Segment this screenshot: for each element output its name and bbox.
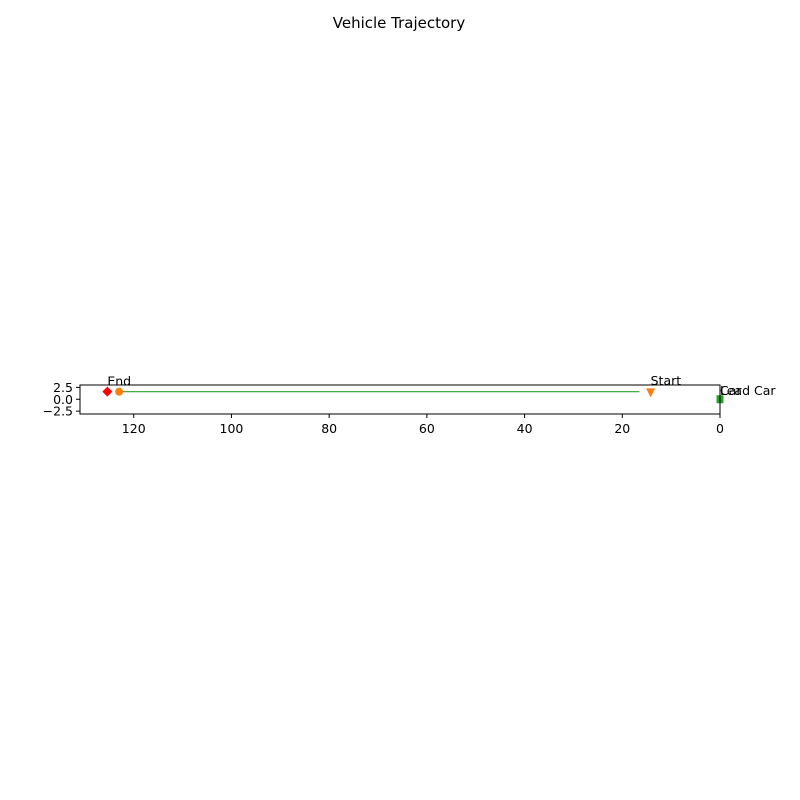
end-marker (102, 386, 113, 397)
end-marker (115, 387, 124, 396)
y-tick-label: 2.5 (53, 380, 73, 395)
annotation-end: End (107, 373, 131, 388)
plot-area: 120 100 80 60 40 20 0 2.50.0−2.5 End Start Lead Ca… (43, 373, 777, 436)
x-tick-label: 20 (614, 421, 630, 436)
x-tick-label: 40 (517, 421, 533, 436)
annotation-car: Car (720, 383, 742, 398)
annotation-lead-car: Lead Car (720, 383, 776, 398)
chart-title: Vehicle Trajectory (333, 14, 466, 32)
x-tick-label: 120 (122, 421, 146, 436)
axes-frame (79, 384, 721, 415)
annotation-start: Start (651, 373, 682, 388)
x-tick-label: 60 (419, 421, 435, 436)
x-tick-label: 80 (321, 421, 337, 436)
y-tick-label: −2.5 (43, 404, 73, 419)
x-tick-label: 100 (220, 421, 244, 436)
x-tick-label: 0 (716, 421, 724, 436)
start-marker (646, 388, 656, 398)
y-tick-label: 0.0 (53, 392, 73, 407)
